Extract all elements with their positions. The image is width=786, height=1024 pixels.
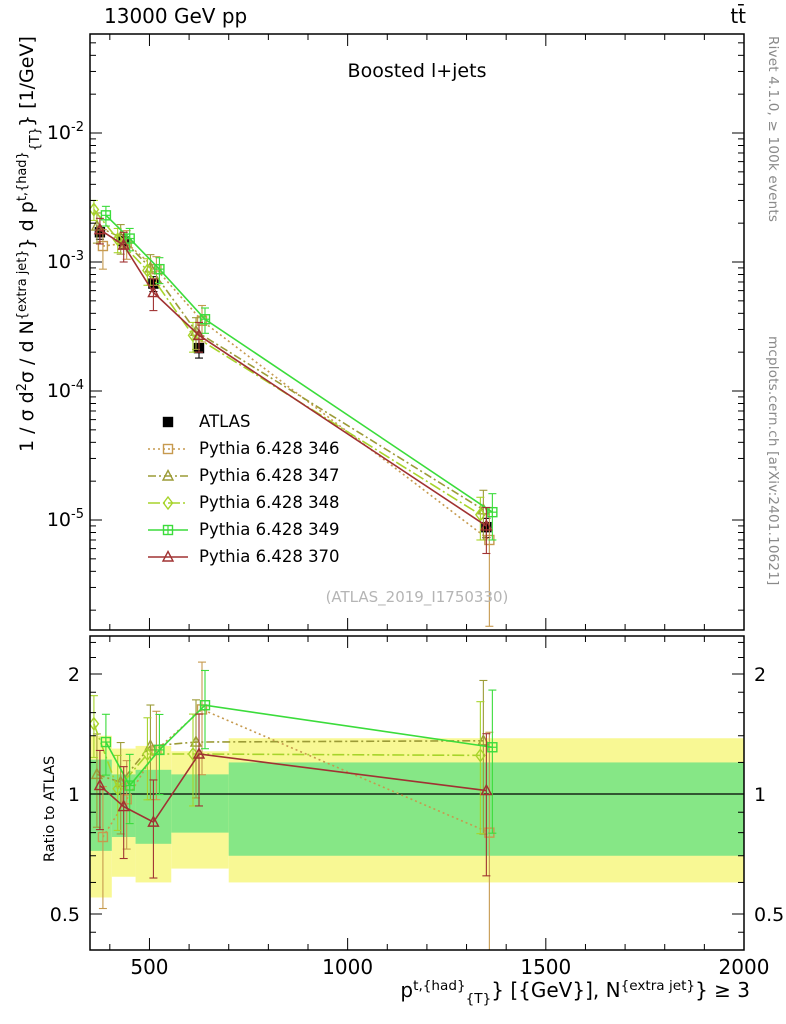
series-main-5 — [93, 217, 493, 555]
legend-label-atlas: ATLAS — [199, 412, 251, 431]
svg-text:1: 1 — [754, 784, 766, 806]
svg-text:0.5: 0.5 — [754, 904, 784, 926]
uncertainty-bands — [90, 735, 744, 898]
beam-energy-label: 13000 GeV pp — [104, 4, 248, 28]
svg-text:1: 1 — [68, 784, 80, 806]
series-ratio-4 — [100, 669, 498, 834]
legend-marker-pythia-349 — [148, 524, 188, 535]
analysis-watermark: (ATLAS_2019_I1750330) — [325, 588, 509, 606]
ratio-y-axis-label: Ratio to ATLAS — [42, 755, 58, 862]
svg-text:2: 2 — [754, 664, 766, 686]
plot-title: Boosted l+jets — [347, 60, 487, 82]
legend-label-pythia-347: Pythia 6.428 347 — [199, 466, 340, 485]
svg-text:1500: 1500 — [520, 955, 571, 979]
legend-marker-pythia-348 — [148, 495, 188, 510]
svg-text:10-5: 10-5 — [47, 507, 84, 531]
legend-label-pythia-370: Pythia 6.428 370 — [199, 547, 340, 566]
series-ratio-3 — [90, 695, 486, 835]
svg-text:0.5: 0.5 — [50, 904, 80, 926]
legend-marker-pythia-370 — [148, 549, 188, 562]
legend-label-pythia-349: Pythia 6.428 349 — [199, 520, 340, 539]
legend-label-pythia-346: Pythia 6.428 346 — [199, 439, 340, 458]
svg-text:500: 500 — [130, 955, 168, 979]
process-label: tt̄ — [730, 4, 746, 28]
ratio-panel-frame — [89, 635, 745, 951]
series-ratio-1 — [97, 661, 495, 950]
main-panel-frame — [89, 33, 745, 631]
legend-item-pythia-348: Pythia 6.428 348 — [146, 489, 340, 516]
legend: ATLAS Pythia 6.428 346 Pythia 6.428 347 … — [146, 408, 340, 570]
legend-item-pythia-347: Pythia 6.428 347 — [146, 462, 340, 489]
svg-text:10-2: 10-2 — [47, 120, 84, 144]
svg-text:2: 2 — [68, 664, 80, 686]
legend-marker-pythia-346 — [148, 443, 188, 454]
main-y-axis-label: 1 / σ d2σ / d N{extra jet}} d pt,{had}{T… — [14, 36, 43, 452]
svg-text:10-3: 10-3 — [47, 249, 84, 273]
svg-text:10-4: 10-4 — [47, 378, 84, 402]
svg-text:2000: 2000 — [719, 955, 770, 979]
svg-text:1000: 1000 — [322, 955, 373, 979]
rivet-version-note: Rivet 4.1.0, ≥ 100k events — [765, 36, 781, 223]
legend-marker-atlas — [162, 416, 174, 427]
series-main-4 — [100, 205, 498, 541]
legend-item-pythia-349: Pythia 6.428 349 — [146, 516, 340, 543]
legend-item-pythia-346: Pythia 6.428 346 — [146, 435, 340, 462]
legend-item-atlas: ATLAS — [146, 408, 340, 435]
legend-label-pythia-348: Pythia 6.428 348 — [199, 493, 340, 512]
series-ratio-5 — [93, 713, 493, 879]
legend-item-pythia-370: Pythia 6.428 370 — [146, 543, 340, 570]
legend-marker-pythia-347 — [148, 468, 188, 481]
x-axis-label: pt,{had}{T}} [{GeV}], N{extra jet}} ≥ 3 — [400, 977, 750, 1008]
mcplots-arxiv-note: mcplots.cern.ch [arXiv:2401.10621] — [765, 336, 781, 586]
